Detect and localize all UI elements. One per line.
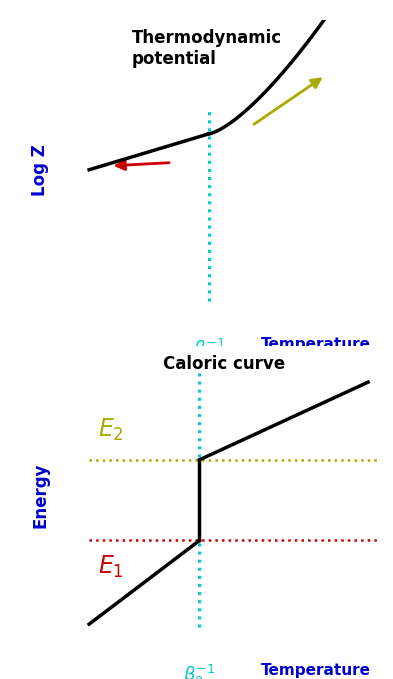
Text: $\beta_0^{-1}$: $\beta_0^{-1}$ — [183, 663, 216, 679]
Text: Temperature: Temperature — [261, 337, 371, 352]
Text: $E_2$: $E_2$ — [98, 417, 124, 443]
Text: $\beta_0^{-1}$: $\beta_0^{-1}$ — [193, 337, 225, 362]
Text: Thermodynamic
potential: Thermodynamic potential — [132, 29, 282, 68]
Text: Energy: Energy — [31, 463, 49, 528]
Text: Caloric curve: Caloric curve — [163, 355, 285, 373]
Text: Temperature: Temperature — [261, 663, 371, 678]
Text: Log Z: Log Z — [31, 144, 49, 196]
Text: $E_1$: $E_1$ — [98, 554, 124, 581]
